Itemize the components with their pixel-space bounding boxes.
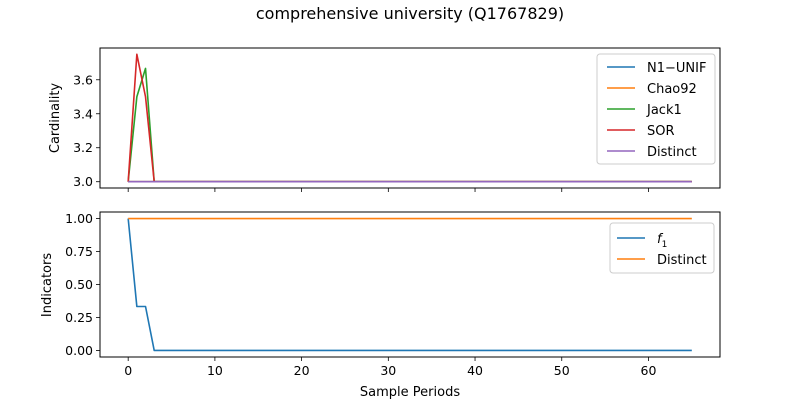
figure-title: comprehensive university (Q1767829) xyxy=(256,4,564,23)
legend-label-n1-unif: N1−UNIF xyxy=(647,61,706,76)
indicators-y-tick-label: 0.25 xyxy=(65,310,93,325)
legend-label-chao92: Chao92 xyxy=(647,82,697,97)
legend-label-distinct: Distinct xyxy=(647,145,697,160)
cardinality-ticks: 3.0 3.2 3.4 3.6 xyxy=(73,72,649,192)
indicators-y-tick-label: 0.00 xyxy=(65,343,93,358)
indicators-legend-box xyxy=(609,222,715,274)
indicators-ticks: 0 10 20 30 40 50 60 0.00 0.25 0.50 0.75 1.00 xyxy=(65,211,656,378)
cardinality-plot: 3.0 3.2 3.4 3.6 Cardinality N1−UNIF Chao92 Ja… xyxy=(48,47,721,192)
indicators-y-axis-label: Indicators xyxy=(40,253,55,317)
indicators-y-tick-label: 0.75 xyxy=(65,244,93,259)
cardinality-y-tick-label: 3.2 xyxy=(73,140,93,155)
indicators-x-tick-label: 40 xyxy=(467,363,483,378)
indicators-y-tick-label: 1.00 xyxy=(65,211,93,226)
indicators-y-tick-label: 0.50 xyxy=(65,277,93,292)
indicators-x-tick-label: 20 xyxy=(294,363,310,378)
indicators-series-layer xyxy=(127,217,692,352)
cardinality-legend-items: N1−UNIF Chao92 Jack1 SOR Distinct xyxy=(607,61,706,160)
cardinality-plot-frame xyxy=(99,47,721,189)
indicators-x-tick-label: 30 xyxy=(380,363,396,378)
cardinality-y-tick-label: 3.4 xyxy=(73,106,93,121)
indicators-x-tick-label: 0 xyxy=(124,363,132,378)
indicators-plot: 0 10 20 30 40 50 60 0.00 0.25 0.50 0.75 1.00 Indica… xyxy=(40,211,721,400)
cardinality-y-tick-label: 3.0 xyxy=(73,174,93,189)
indicators-x-tick-label: 60 xyxy=(641,363,657,378)
indicators-x-tick-label: 50 xyxy=(554,363,570,378)
legend-label-sor: SOR xyxy=(647,124,675,139)
indicators-x-tick-label: 10 xyxy=(207,363,223,378)
x-axis-label: Sample Periods xyxy=(360,385,460,400)
legend-label-distinct: Distinct xyxy=(657,253,707,268)
legend-label-f: f1 xyxy=(657,232,667,250)
cardinality-series-layer xyxy=(127,53,692,183)
cardinality-legend-box xyxy=(596,53,716,165)
cardinality-legend: N1−UNIF Chao92 Jack1 SOR Distinct xyxy=(596,53,716,165)
cardinality-y-axis-label: Cardinality xyxy=(48,83,63,154)
indicators-legend-items: f1 Distinct xyxy=(617,232,707,268)
legend-label-jack1: Jack1 xyxy=(646,103,682,118)
indicators-legend: f1 Distinct xyxy=(609,222,715,274)
indicators-series-line-f xyxy=(127,218,692,352)
cardinality-y-tick-label: 3.6 xyxy=(73,72,93,87)
